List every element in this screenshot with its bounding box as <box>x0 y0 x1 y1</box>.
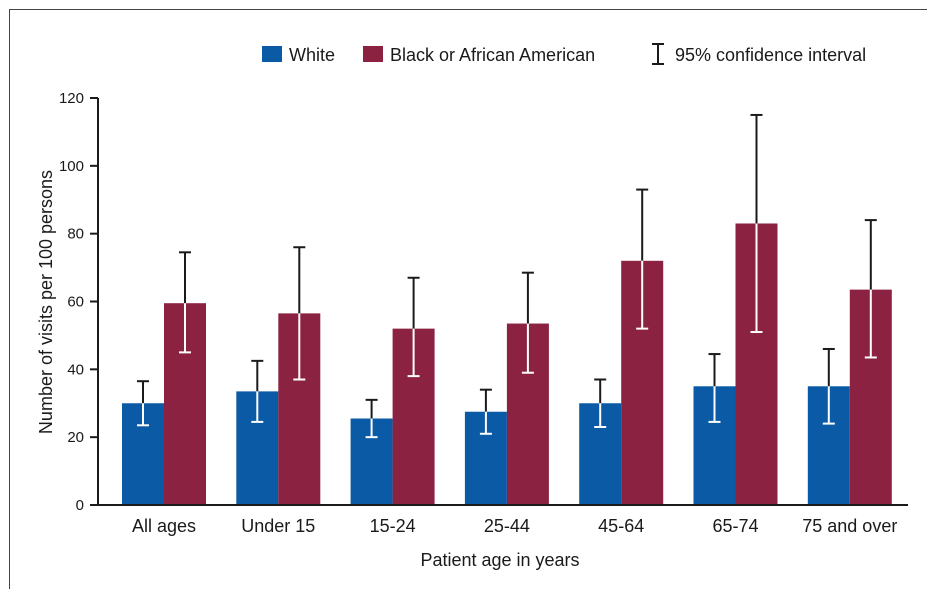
y-axis-title: Number of visits per 100 persons <box>36 170 56 434</box>
error-bar <box>708 353 721 423</box>
y-tick-label: 80 <box>67 226 84 243</box>
legend: White Black or African American 95% conf… <box>262 43 866 65</box>
error-bar <box>137 380 149 427</box>
error-bar <box>179 251 191 354</box>
legend-ci-icon <box>652 43 664 65</box>
x-axis: All ages Under 15 15-24 25-44 45-64 65-74 75 a… <box>98 504 908 536</box>
error-bar <box>479 388 492 435</box>
x-tick-label: 65-74 <box>712 516 758 536</box>
y-tick-label: 60 <box>67 294 84 311</box>
y-tick-label: 100 <box>59 158 84 175</box>
error-bar <box>750 113 763 334</box>
legend-label-confidence-interval: 95% confidence interval <box>675 45 866 65</box>
x-tick-label: 25-44 <box>484 516 530 536</box>
legend-swatch-white <box>262 46 282 62</box>
error-bar <box>293 246 306 381</box>
error-bar <box>636 188 649 330</box>
y-tick-label: 40 <box>67 361 84 378</box>
legend-swatch-black-or-african-american <box>363 46 383 62</box>
x-tick-label: Under 15 <box>241 516 315 536</box>
y-tick-label: 20 <box>67 429 84 446</box>
legend-label-white: White <box>289 45 335 65</box>
error-bar <box>521 271 534 374</box>
x-tick-label: 45-64 <box>598 516 644 536</box>
error-bar <box>594 378 607 428</box>
x-tick-label: 15-24 <box>370 516 416 536</box>
legend-label-black-or-african-american: Black or African American <box>390 45 595 65</box>
y-tick-label: 0 <box>76 497 84 514</box>
chart-frame <box>9 9 927 589</box>
x-tick-label: All ages <box>132 516 196 536</box>
error-bar <box>365 398 378 439</box>
bars <box>122 223 892 505</box>
y-tick-label: 120 <box>59 90 84 107</box>
x-tick-label: 75 and over <box>802 516 897 536</box>
error-bars <box>137 113 877 439</box>
x-axis-title: Patient age in years <box>420 550 579 570</box>
y-axis: 0 20 40 60 80 100 120 <box>59 90 99 514</box>
error-bar <box>407 276 420 378</box>
error-bar <box>251 359 264 423</box>
error-bar <box>822 347 835 425</box>
error-bar <box>864 219 877 359</box>
